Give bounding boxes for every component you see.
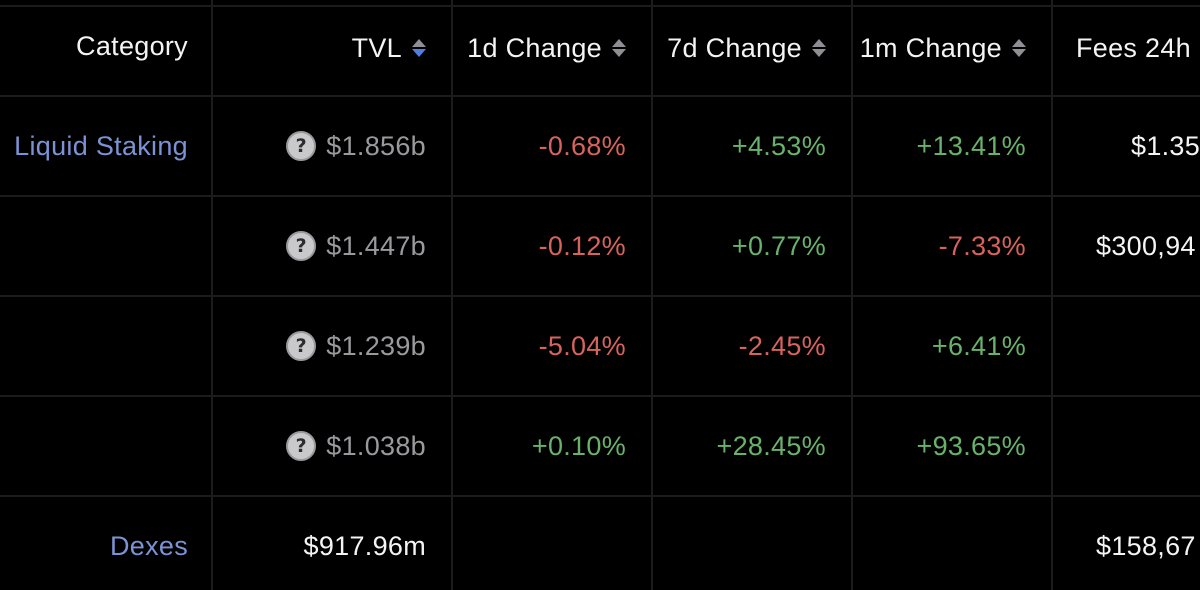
table-row[interactable]: ? $1.239b -5.04% -2.45% +6.41% <box>0 296 1200 396</box>
tvl-cell: ? $1.447b <box>212 196 426 296</box>
change-7d-cell: +4.53% <box>731 130 826 161</box>
change-7d-cell: +28.45% <box>716 430 826 461</box>
category-cell[interactable]: Liquid Staking <box>0 96 188 196</box>
sort-arrows-icon[interactable] <box>612 36 626 60</box>
row-divider <box>0 95 1200 97</box>
help-icon[interactable]: ? <box>286 431 317 461</box>
header-7d-change[interactable]: 7d Change <box>652 0 826 96</box>
row-divider <box>0 195 1200 197</box>
header-tvl[interactable]: TVL <box>212 0 426 96</box>
header-1d-change[interactable]: 1d Change <box>452 0 626 96</box>
change-1m-cell: -7.33% <box>938 230 1026 261</box>
change-1m-cell: +93.65% <box>916 430 1026 461</box>
tvl-cell: ? $1.038b <box>212 396 426 496</box>
fees-24h-cell: $1.35 <box>1131 130 1200 161</box>
change-7d-cell: -2.45% <box>738 330 826 361</box>
sort-arrows-icon[interactable] <box>1012 36 1026 60</box>
row-divider <box>0 395 1200 397</box>
category-cell <box>0 196 188 296</box>
fees-24h-cell <box>1052 396 1200 496</box>
category-link[interactable]: Liquid Staking <box>14 130 188 161</box>
header-fees-24h[interactable]: Fees 24h <box>1076 32 1191 63</box>
fees-24h-cell <box>1052 296 1200 396</box>
header-category: Category <box>76 30 188 61</box>
change-7d-cell: +0.77% <box>731 230 826 261</box>
change-1m-cell: +6.41% <box>931 330 1026 361</box>
tvl-cell: $917.96m <box>303 530 426 561</box>
help-icon[interactable]: ? <box>286 331 317 361</box>
help-icon[interactable]: ? <box>286 231 317 261</box>
change-1d-cell: +0.10% <box>531 430 626 461</box>
table-row[interactable]: ? $1.038b +0.10% +28.45% +93.65% <box>0 396 1200 496</box>
table-header-row: Category TVL 1d Change 7d Change 1m Chan… <box>0 0 1200 96</box>
tvl-cell: ? $1.856b <box>212 96 426 196</box>
sort-arrows-icon[interactable] <box>412 36 426 60</box>
change-1m-cell <box>852 496 1026 590</box>
header-1m-change[interactable]: 1m Change <box>852 0 1026 96</box>
change-1d-cell <box>452 496 626 590</box>
category-cell <box>0 296 188 396</box>
row-divider <box>0 495 1200 497</box>
table-row[interactable]: Dexes $917.96m $158,67 <box>0 496 1200 590</box>
table-row[interactable]: Liquid Staking ? $1.856b -0.68% +4.53% +… <box>0 96 1200 196</box>
help-icon[interactable]: ? <box>286 131 317 161</box>
fees-24h-cell: $300,94 <box>1096 230 1196 261</box>
change-1d-cell: -0.68% <box>538 130 626 161</box>
table-row[interactable]: ? $1.447b -0.12% +0.77% -7.33% $300,94 <box>0 196 1200 296</box>
category-cell[interactable]: Dexes <box>0 496 188 590</box>
sort-arrows-icon[interactable] <box>812 36 826 60</box>
change-1d-cell: -0.12% <box>538 230 626 261</box>
tvl-cell: ? $1.239b <box>212 296 426 396</box>
change-1m-cell: +13.41% <box>916 130 1026 161</box>
row-divider <box>0 295 1200 297</box>
category-cell <box>0 396 188 496</box>
fees-24h-cell: $158,67 <box>1096 530 1196 561</box>
change-7d-cell <box>652 496 826 590</box>
change-1d-cell: -5.04% <box>538 330 626 361</box>
row-divider <box>0 5 1200 7</box>
category-link[interactable]: Dexes <box>109 530 188 561</box>
